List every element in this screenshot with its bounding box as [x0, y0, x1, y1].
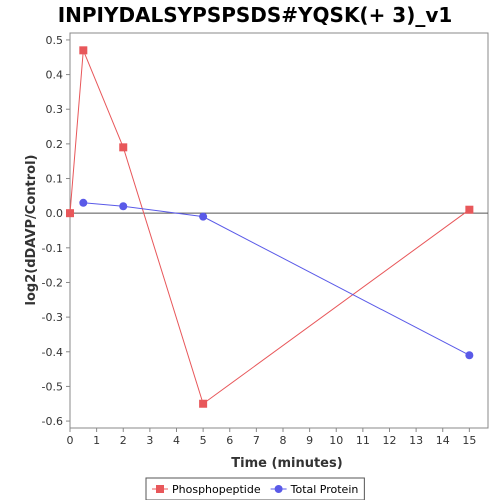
x-tick-label: 2: [120, 434, 127, 447]
y-tick-label: 0.3: [46, 103, 64, 116]
y-tick-label: -0.6: [42, 415, 63, 428]
x-tick-label: 12: [382, 434, 396, 447]
legend-box: [145, 477, 365, 500]
x-axis-label: Time (minutes): [231, 456, 342, 471]
x-tick-label: 13: [409, 434, 423, 447]
y-axis: 0.5 0.4 0.3 0.2 0.1 0.0 -0.1 -0.2 -0.3 -0.4 -0.5 -0…: [42, 34, 70, 428]
legend: Phosphopeptide Total Protein: [145, 477, 365, 500]
x-tick-label: 5: [200, 434, 207, 447]
y-axis-label: log2(dDAVP/Control): [24, 155, 39, 306]
x-tick-label: 6: [226, 434, 233, 447]
x-tick-label: 8: [279, 434, 286, 447]
legend-label-total-protein: Total Protein: [290, 483, 359, 496]
x-tick-label: 1: [93, 434, 100, 447]
legend-label-phosphopeptide: Phosphopeptide: [172, 483, 261, 496]
x-tick-label: 0: [67, 434, 74, 447]
y-tick-label: 0.0: [46, 207, 64, 220]
x-tick-label: 4: [173, 434, 180, 447]
x-tick-label: 10: [329, 434, 343, 447]
legend-swatch-total-protein: [274, 485, 283, 493]
x-tick-label: 9: [306, 434, 313, 447]
x-tick-label: 14: [436, 434, 450, 447]
chart-title: INPIYDALSYPSPSDS#YQSK(+ 3)_v1: [58, 3, 453, 27]
total-protein-point: [119, 202, 128, 211]
x-tick-label: 7: [253, 434, 260, 447]
total-protein-point: [199, 212, 208, 221]
legend-swatch-phosphopeptide: [156, 485, 164, 493]
phosphopeptide-point: [79, 46, 88, 55]
x-tick-label: 15: [462, 434, 476, 447]
y-tick-label: -0.1: [42, 242, 63, 255]
series-layer: [66, 46, 474, 408]
phosphopeptide-point: [199, 399, 208, 408]
total-protein-point: [79, 198, 88, 207]
y-tick-label: -0.3: [42, 311, 63, 324]
y-tick-label: 0.2: [46, 138, 64, 151]
y-tick-label: -0.5: [42, 380, 63, 393]
plot-area: [69, 32, 489, 429]
phosphopeptide-point: [66, 209, 74, 218]
x-tick-label: 3: [146, 434, 153, 447]
y-tick-label: 0.1: [46, 173, 64, 186]
x-axis: 0 1 2 3 4 5 6 7 8 9 10 11 12 13 14 15: [67, 428, 476, 447]
phosphopeptide-point: [119, 143, 128, 152]
y-tick-label: 0.4: [46, 69, 64, 82]
x-tick-label: 11: [356, 434, 370, 447]
y-tick-label: 0.5: [46, 34, 64, 47]
total-protein-line: [83, 202, 470, 356]
y-tick-label: -0.2: [42, 276, 63, 289]
y-tick-label: -0.4: [42, 346, 63, 359]
total-protein-point: [465, 351, 474, 360]
phosphopeptide-point: [465, 205, 474, 214]
